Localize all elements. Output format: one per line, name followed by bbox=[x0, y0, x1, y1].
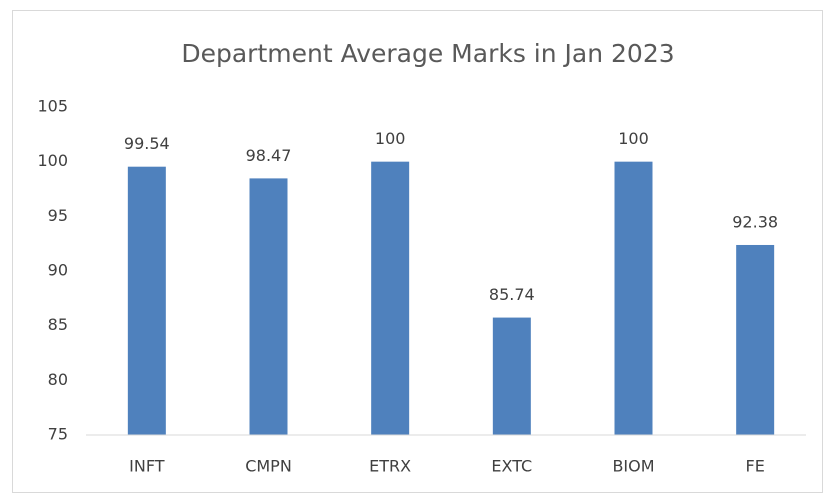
y-tick-label: 85 bbox=[48, 315, 68, 334]
y-tick-label: 100 bbox=[37, 151, 68, 170]
y-tick-label: 105 bbox=[37, 97, 68, 116]
bar bbox=[614, 161, 653, 435]
bar bbox=[492, 317, 531, 435]
bar bbox=[127, 166, 166, 436]
data-label: 99.54 bbox=[124, 134, 170, 153]
y-tick-label: 90 bbox=[48, 261, 68, 280]
bar bbox=[736, 244, 775, 435]
y-tick-label: 80 bbox=[48, 370, 68, 389]
bar bbox=[249, 178, 288, 436]
x-tick-label: ETRX bbox=[369, 457, 411, 476]
data-label: 85.74 bbox=[489, 285, 535, 304]
chart-title: Department Average Marks in Jan 2023 bbox=[181, 39, 674, 68]
y-tick-label: 75 bbox=[48, 425, 68, 444]
x-tick-label: BIOM bbox=[612, 457, 654, 476]
x-tick-label: FE bbox=[746, 457, 765, 476]
bar bbox=[371, 161, 410, 435]
x-tick-label: EXTC bbox=[491, 457, 532, 476]
data-label: 98.47 bbox=[246, 146, 292, 165]
y-tick-label: 95 bbox=[48, 206, 68, 225]
x-tick-label: INFT bbox=[129, 457, 165, 476]
x-tick-label: CMPN bbox=[245, 457, 292, 476]
data-label: 92.38 bbox=[732, 212, 778, 231]
data-label: 100 bbox=[618, 129, 649, 148]
data-label: 100 bbox=[375, 129, 406, 148]
